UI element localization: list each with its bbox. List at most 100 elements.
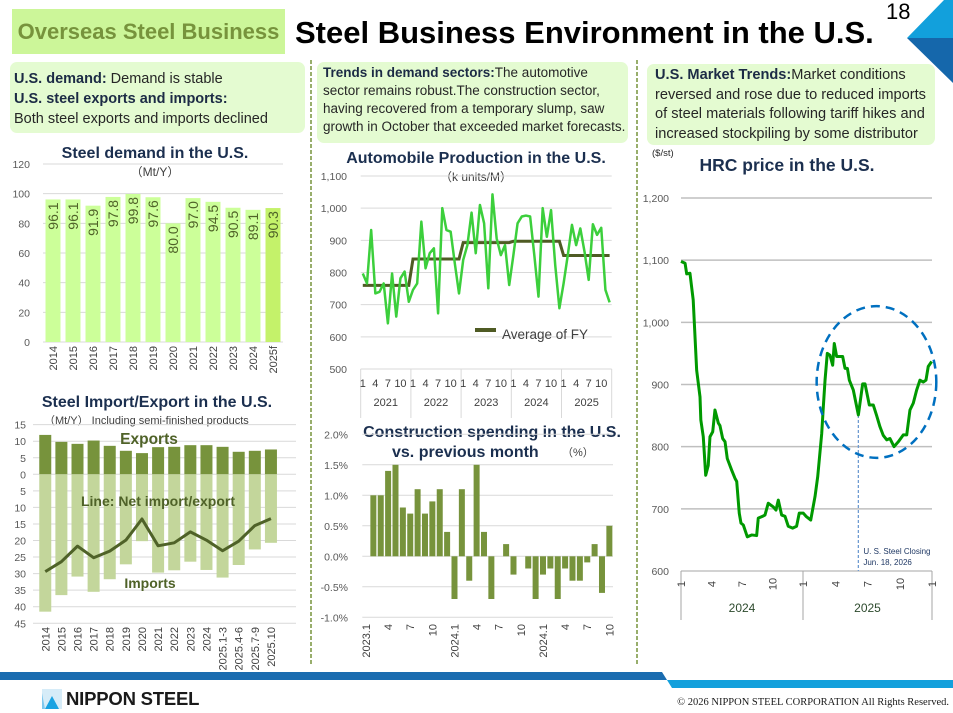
x-tick-label: 10 [604,624,616,636]
x-tick-label: 2019 [121,627,133,651]
bar [576,556,583,581]
y-tick-label: 5 [20,453,26,465]
year-label: 2025 [574,397,598,409]
market-text: reversed and rose due to reduced imports [655,86,926,103]
y-tick-label: 0 [24,337,30,349]
x-tick-label: 4 [560,624,572,630]
sectors-label: Trends in demand sectors: [323,65,495,80]
x-tick-label: 4 [383,624,395,630]
x-tick-label: 10 [516,624,528,636]
bar [532,556,539,599]
y-tick-label: 700 [651,504,669,516]
bar [451,556,458,599]
x-tick-label: 2019 [148,346,160,370]
y-tick-label: -0.5% [321,582,348,594]
steel-demand-chart: Steel demand in the U.S. （Mt/Y） 0 20 40 60 8… [12,145,283,374]
y-tick-label: 40 [18,278,30,290]
sectors-summary-box: Trends in demand sectors:The automotive … [317,62,628,143]
demand-summary-line: U.S. demand: Demand is stable [14,69,300,89]
bar [205,201,221,342]
data-label: 96.1 [45,202,61,229]
y-tick-label: 15 [14,519,26,531]
month-tick-label: 1 [798,581,810,587]
export-bar [55,441,68,475]
export-bar [103,445,116,475]
y-tick-label: 20 [18,307,30,319]
bar [185,198,201,342]
chart-unit: （%） [562,446,594,459]
y-tick-label: 500 [329,364,347,376]
month-tick-label: 7 [435,378,441,390]
month-tick-label: 7 [586,378,592,390]
import-bar [71,474,84,577]
x-tick-label: 2023 [185,627,197,651]
bar [458,489,465,557]
y-tick-label: 100 [12,189,30,201]
footer-band-light [667,680,953,688]
chart-unit: ($/st) [652,148,674,159]
corner-arrow-upper [907,0,953,38]
chart-title: Construction spending in the U.S. [363,424,621,441]
bar [399,507,406,557]
y-tick-label: 0.5% [324,521,348,533]
x-tick-label: 2016 [73,627,85,651]
year-label: 2025 [854,601,881,615]
x-tick-label: 2020 [137,627,149,651]
year-label: 2024 [524,397,548,409]
y-tick-label: 2.0% [324,429,348,441]
bar [480,531,487,557]
import-bar [152,474,165,573]
company-logo: NIPPON STEEL [42,688,199,710]
x-tick-label: 2017 [108,346,120,370]
market-line: U.S. Market Trends:Market conditions [655,66,931,86]
import-bar [200,474,213,570]
corner-arrow-lower [907,38,953,83]
logo-text: NIPPON STEEL [66,688,200,709]
export-bar [152,447,165,475]
x-tick-label: 2025.1-3 [218,627,230,670]
month-tick-label: 10 [394,378,406,390]
x-tick-label: 2021 [188,346,200,370]
bar [598,556,605,593]
month-tick-label: 4 [830,581,842,587]
import-bar [248,474,261,550]
annotation-text: Jun. 18, 2026 [863,558,912,567]
bar [569,556,576,581]
month-tick-label: 1 [676,581,688,587]
chart-title: Steel demand in the U.S. [62,145,249,162]
x-tick-label: 2020 [168,346,180,370]
import-bar [119,474,132,565]
bar [370,495,377,557]
market-label: U.S. Market Trends: [655,67,792,83]
x-tick-label: 2025.10 [266,627,278,667]
month-tick-label: 1 [927,581,939,587]
bar [265,208,281,342]
bar [503,544,510,557]
data-label: 97.8 [105,200,121,227]
highlight-ellipse [815,304,938,460]
data-label: 91.9 [85,208,101,235]
y-tick-label: 800 [651,442,669,454]
y-tick-label: 1,000 [321,203,347,215]
month-tick-label: 1 [561,378,567,390]
bar [385,470,392,557]
net-line-annotation: Line: Net import/export [81,493,235,509]
x-tick-label: 2017 [89,627,101,651]
x-tick-label: 2015 [56,627,68,651]
month-tick-label: 10 [445,378,457,390]
import-bar [39,474,52,612]
x-tick-label: 2023.1 [361,624,373,658]
bar [407,513,414,557]
data-label: 80.0 [165,226,181,253]
bar [165,223,181,342]
bar [45,199,61,342]
month-tick-label: 4 [573,378,579,390]
import-bar [87,474,100,592]
y-tick-label: 900 [651,380,669,392]
y-tick-label: 10 [14,436,26,448]
bar [105,196,121,342]
market-summary-box: U.S. Market Trends:Market conditions rev… [647,64,935,145]
net-import-line [44,517,272,573]
export-bar [71,443,84,475]
bar [145,197,161,342]
